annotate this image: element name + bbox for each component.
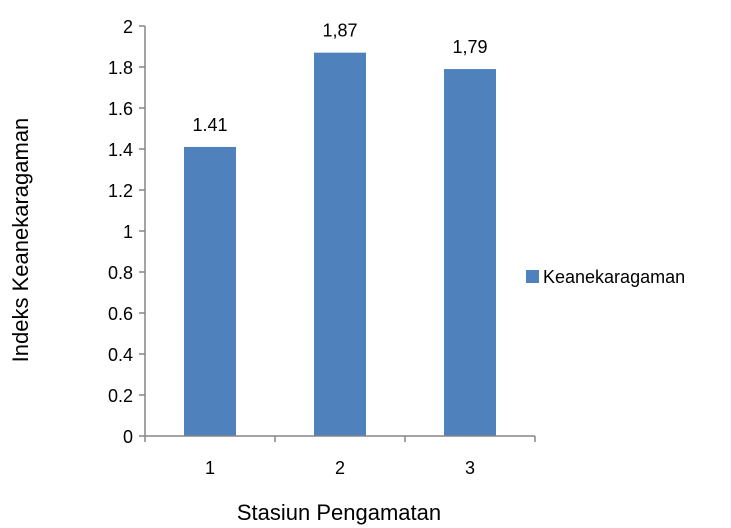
legend: Keanekaragaman	[526, 267, 685, 287]
data-label: 1,79	[452, 37, 487, 57]
data-labels-group: 1.41 1,87 1,79	[192, 21, 487, 135]
y-axis-ticks: 0 0.2 0.4 0.6 0.8 1 1.2 1.4 1.6 1.8 2	[108, 17, 145, 447]
x-tick-label: 2	[335, 458, 345, 478]
y-tick-label: 1.2	[108, 181, 133, 201]
legend-swatch	[526, 270, 539, 283]
bar	[314, 52, 366, 437]
x-axis-title: Stasiun Pengamatan	[237, 500, 441, 525]
bar	[444, 69, 496, 437]
y-tick-label: 1.8	[108, 58, 133, 78]
y-tick-label: 2	[123, 17, 133, 37]
legend-entry-label: Keanekaragaman	[543, 267, 685, 287]
bars-group	[184, 52, 496, 437]
y-tick-label: 0	[123, 427, 133, 447]
y-tick-label: 1.6	[108, 99, 133, 119]
y-tick-label: 0.8	[108, 263, 133, 283]
bar	[184, 146, 236, 436]
y-tick-label: 0.4	[108, 345, 133, 365]
y-axis-title: Indeks Keanekaragaman	[8, 118, 33, 363]
data-label: 1.41	[192, 115, 227, 135]
y-tick-label: 1.4	[108, 140, 133, 160]
x-tick-label: 1	[205, 458, 215, 478]
y-tick-label: 0.6	[108, 304, 133, 324]
x-axis-ticks: 1 2 3	[144, 436, 536, 478]
y-tick-label: 0.2	[108, 386, 133, 406]
y-tick-label: 1	[123, 222, 133, 242]
data-label: 1,87	[322, 21, 357, 41]
x-tick-label: 3	[465, 458, 475, 478]
